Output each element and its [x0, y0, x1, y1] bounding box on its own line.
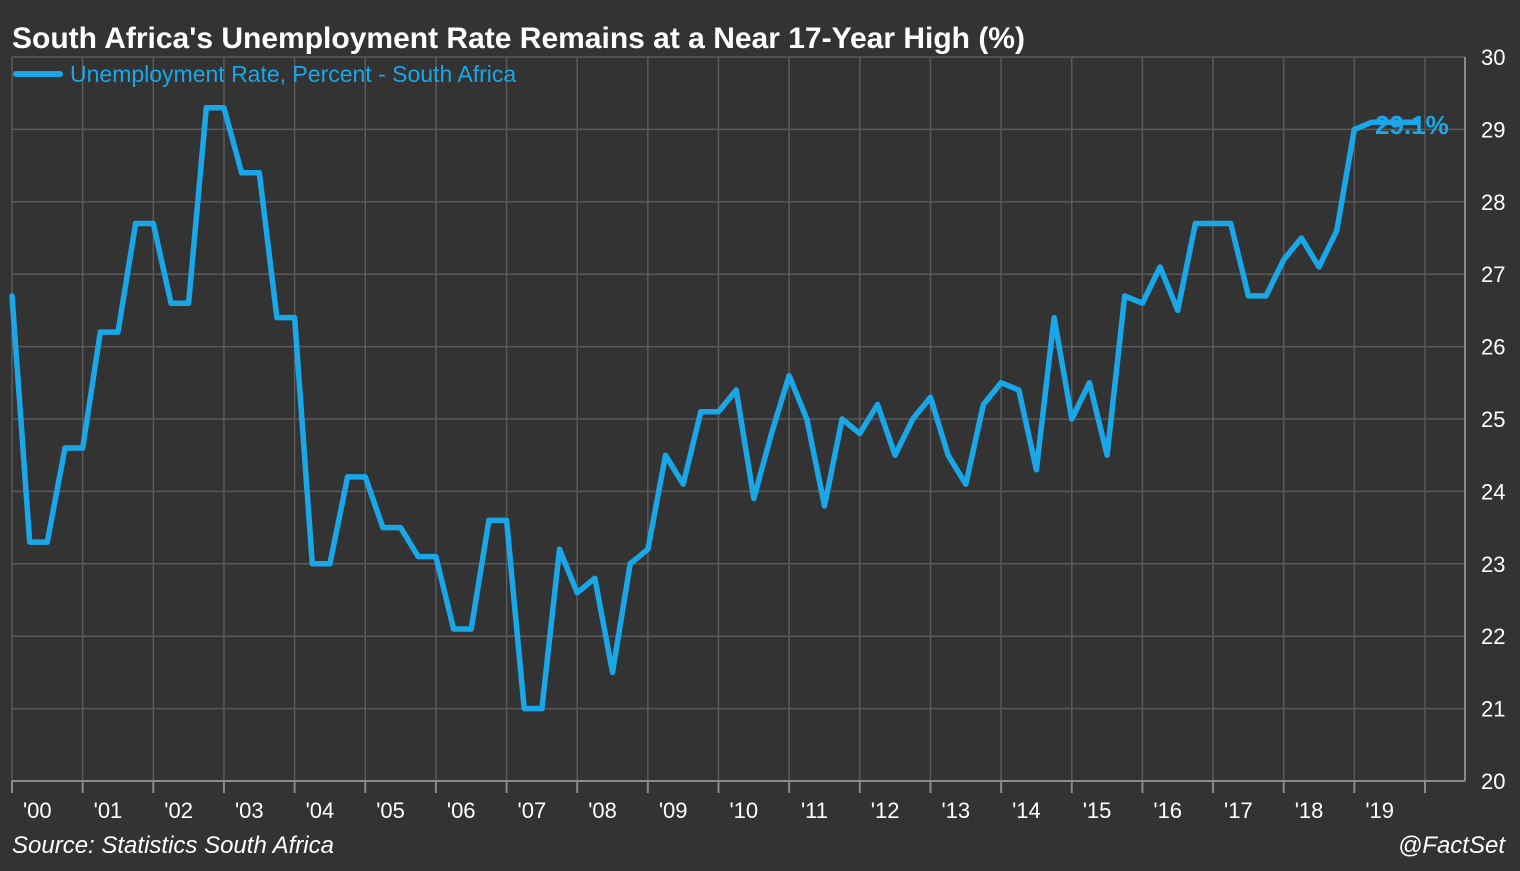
x-tick-label: '14	[1012, 798, 1041, 823]
source-note: Source: Statistics South Africa	[12, 832, 334, 859]
y-tick-label: 29	[1481, 117, 1505, 142]
x-tick-label: '10	[729, 798, 758, 823]
grid	[11, 56, 1465, 782]
y-tick-label: 25	[1481, 407, 1505, 432]
y-tick-label: 24	[1481, 479, 1505, 504]
chart-title: South Africa's Unemployment Rate Remains…	[12, 22, 1025, 55]
y-tick-label: 26	[1481, 335, 1505, 360]
x-tick-label: '16	[1153, 798, 1182, 823]
x-tick-label: '04	[306, 798, 335, 823]
tick-labels: 20 21 22 23 24 25 26 27 28 29 30 '00 '01 '02 '03 '04 '05…	[23, 45, 1505, 823]
x-tick-label: '19	[1365, 798, 1394, 823]
y-tick-label: 27	[1481, 262, 1505, 287]
x-tick-label: '03	[235, 798, 264, 823]
y-tick-label: 22	[1481, 624, 1505, 649]
x-tick-label: '11	[801, 798, 828, 823]
y-tick-label: 20	[1481, 769, 1505, 794]
x-tick-label: '06	[447, 798, 476, 823]
y-tick-label: 23	[1481, 552, 1505, 577]
x-tick-label: '15	[1083, 798, 1112, 823]
x-tick-label: '05	[376, 798, 405, 823]
x-tick-label: '09	[659, 798, 688, 823]
y-tick-label: 30	[1481, 45, 1505, 70]
legend-label: Unemployment Rate, Percent - South Afric…	[70, 61, 516, 87]
x-tick-label: '18	[1295, 798, 1324, 823]
x-tick-label: '02	[164, 798, 193, 823]
x-tick-label: '12	[871, 798, 900, 823]
x-tick-label: '01	[94, 798, 123, 823]
x-tick-label: '17	[1224, 798, 1253, 823]
y-tick-label: 21	[1481, 697, 1505, 722]
series	[9, 104, 1421, 712]
last-value-label: 29.1%	[1375, 110, 1449, 140]
x-tick-label: '13	[941, 798, 970, 823]
credit-note: @FactSet	[1398, 832, 1506, 859]
x-tick-label: '00	[23, 798, 52, 823]
x-tick-label: '07	[518, 798, 547, 823]
legend: Unemployment Rate, Percent - South Afric…	[13, 61, 516, 87]
x-tick-label: '08	[588, 798, 617, 823]
y-tick-label: 28	[1481, 190, 1505, 215]
axes	[11, 57, 1466, 793]
